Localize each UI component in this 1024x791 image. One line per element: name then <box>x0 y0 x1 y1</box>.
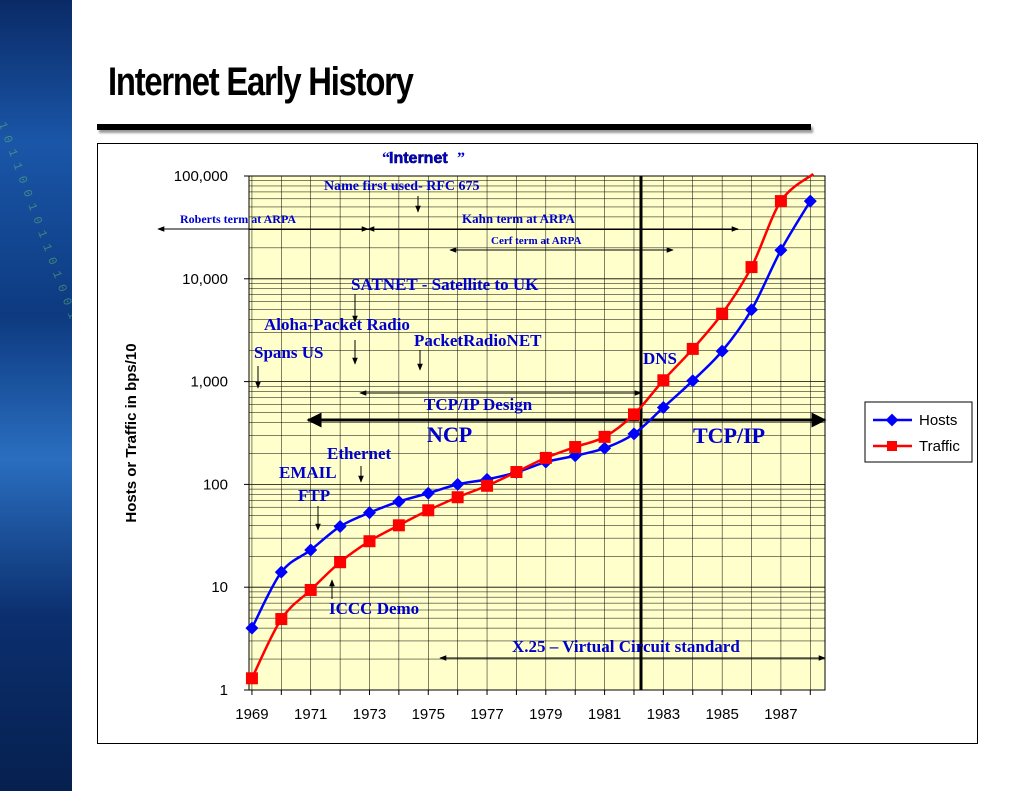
timeline-arrows <box>157 196 827 661</box>
data-series <box>245 173 817 685</box>
traffic-data-point <box>686 342 699 355</box>
ethernet-label: Ethernet <box>327 444 392 463</box>
hosts-data-point <box>745 303 759 317</box>
traffic-data-point <box>334 556 347 569</box>
traffic-data-point <box>598 430 611 443</box>
y-tick-label: 100,000 <box>174 168 228 185</box>
internet-label: Internet <box>389 150 448 167</box>
traffic-data-point <box>363 535 376 548</box>
kahn-term-label: Kahn term at ARPA <box>462 211 575 226</box>
hosts-data-point <box>686 374 700 388</box>
hosts-data-point <box>803 194 817 208</box>
decorative-side-strip: 1 0 1 1 0 0 1 0 1 1 0 1 0 0 1 1 0 1 0 1 … <box>0 0 72 791</box>
iccc-demo-label: ICCC Demo <box>329 599 419 618</box>
traffic-data-point <box>745 261 758 274</box>
traffic-data-point <box>275 613 288 626</box>
traffic-data-point <box>627 408 640 421</box>
packetradionet-label: PacketRadioNET <box>414 331 542 350</box>
traffic-data-point <box>569 441 582 454</box>
traffic-data-point <box>539 451 552 464</box>
x-tick-label: 1983 <box>647 706 680 723</box>
hosts-data-point <box>627 427 641 441</box>
email-label: EMAIL <box>279 463 337 482</box>
traffic-data-point <box>422 504 435 517</box>
legend: Hosts Traffic <box>864 401 973 463</box>
traffic-data-point <box>304 583 317 596</box>
hosts-data-point <box>362 506 376 520</box>
axes: 1 10 100 1,000 10,000 100,000 1969 1971 1973 1975… <box>174 168 825 723</box>
traffic-data-point <box>392 519 405 532</box>
roberts-term-label: Roberts term at ARPA <box>180 212 296 226</box>
traffic-data-point <box>774 195 787 208</box>
title-underline-divider <box>97 124 811 130</box>
hosts-data-point <box>656 400 670 414</box>
x-tick-label: 1987 <box>764 706 797 723</box>
satnet-label: SATNET - Satellite to UK <box>351 275 539 294</box>
hosts-data-point <box>333 519 347 533</box>
hosts-data-point <box>451 477 465 491</box>
plot-area <box>248 175 826 691</box>
traffic-data-point <box>245 672 258 685</box>
chart-frame: 1 10 100 1,000 10,000 100,000 1969 1971 1973 1975… <box>97 143 978 744</box>
tcpip-label: TCP/IP <box>693 423 765 448</box>
traffic-data-point <box>510 466 523 479</box>
hosts-data-point <box>598 441 612 455</box>
x-tick-label: 1985 <box>705 706 738 723</box>
legend-traffic-label: Traffic <box>919 438 960 455</box>
x-tick-label: 1969 <box>235 706 268 723</box>
x-tick-label: 1971 <box>294 706 327 723</box>
hosts-data-point <box>304 543 318 557</box>
x-tick-label: 1973 <box>353 706 386 723</box>
x25-label: X.25 – Virtual Circuit standard <box>512 637 740 656</box>
rfc-675-label: Name first used- RFC 675 <box>324 179 480 194</box>
ftp-label: FTP <box>298 486 330 505</box>
dns-label: DNS <box>643 349 677 368</box>
hosts-data-point <box>774 243 788 257</box>
internet-close-quote: ” <box>457 150 465 167</box>
hosts-data-point <box>715 344 729 358</box>
binary-pattern-decoration: 1 0 1 1 0 0 1 0 1 1 0 1 0 0 1 1 0 1 0 1 … <box>0 120 72 483</box>
hosts-data-point <box>421 486 435 500</box>
y-tick-label: 10 <box>211 579 228 596</box>
legend-hosts-label: Hosts <box>919 412 957 429</box>
x-tick-label: 1979 <box>529 706 562 723</box>
traffic-data-point <box>481 479 494 492</box>
x-tick-label: 1977 <box>470 706 503 723</box>
y-tick-label: 100 <box>203 476 228 493</box>
tcpip-design-label: TCP/IP Design <box>424 395 533 414</box>
hosts-data-point <box>392 495 406 509</box>
aloha-label: Aloha-Packet Radio <box>264 315 410 334</box>
page-title: Internet Early History <box>108 60 414 104</box>
spans-us-label: Spans US <box>254 343 323 362</box>
y-axis-label: Hosts or Traffic in bps/10 <box>123 343 140 522</box>
x-tick-label: 1981 <box>588 706 621 723</box>
y-tick-label: 1 <box>220 682 228 699</box>
annotations: “ Internet ” Name first used- RFC 675 Ro… <box>180 150 765 656</box>
hosts-data-point <box>274 565 288 579</box>
x-tick-label: 1975 <box>412 706 445 723</box>
traffic-data-point <box>716 307 729 320</box>
ncp-label: NCP <box>427 422 472 447</box>
legend-traffic-marker <box>887 441 897 451</box>
y-tick-label: 10,000 <box>182 271 228 288</box>
traffic-data-point <box>657 374 670 387</box>
legend-box <box>864 401 973 463</box>
internet-history-chart: 1 10 100 1,000 10,000 100,000 1969 1971 1973 1975… <box>123 150 973 723</box>
traffic-data-point <box>451 491 464 504</box>
hosts-data-point <box>245 621 259 635</box>
internet-open-quote: “ <box>382 150 390 167</box>
cerf-term-label: Cerf term at ARPA <box>491 235 582 247</box>
y-tick-label: 1,000 <box>190 374 228 391</box>
